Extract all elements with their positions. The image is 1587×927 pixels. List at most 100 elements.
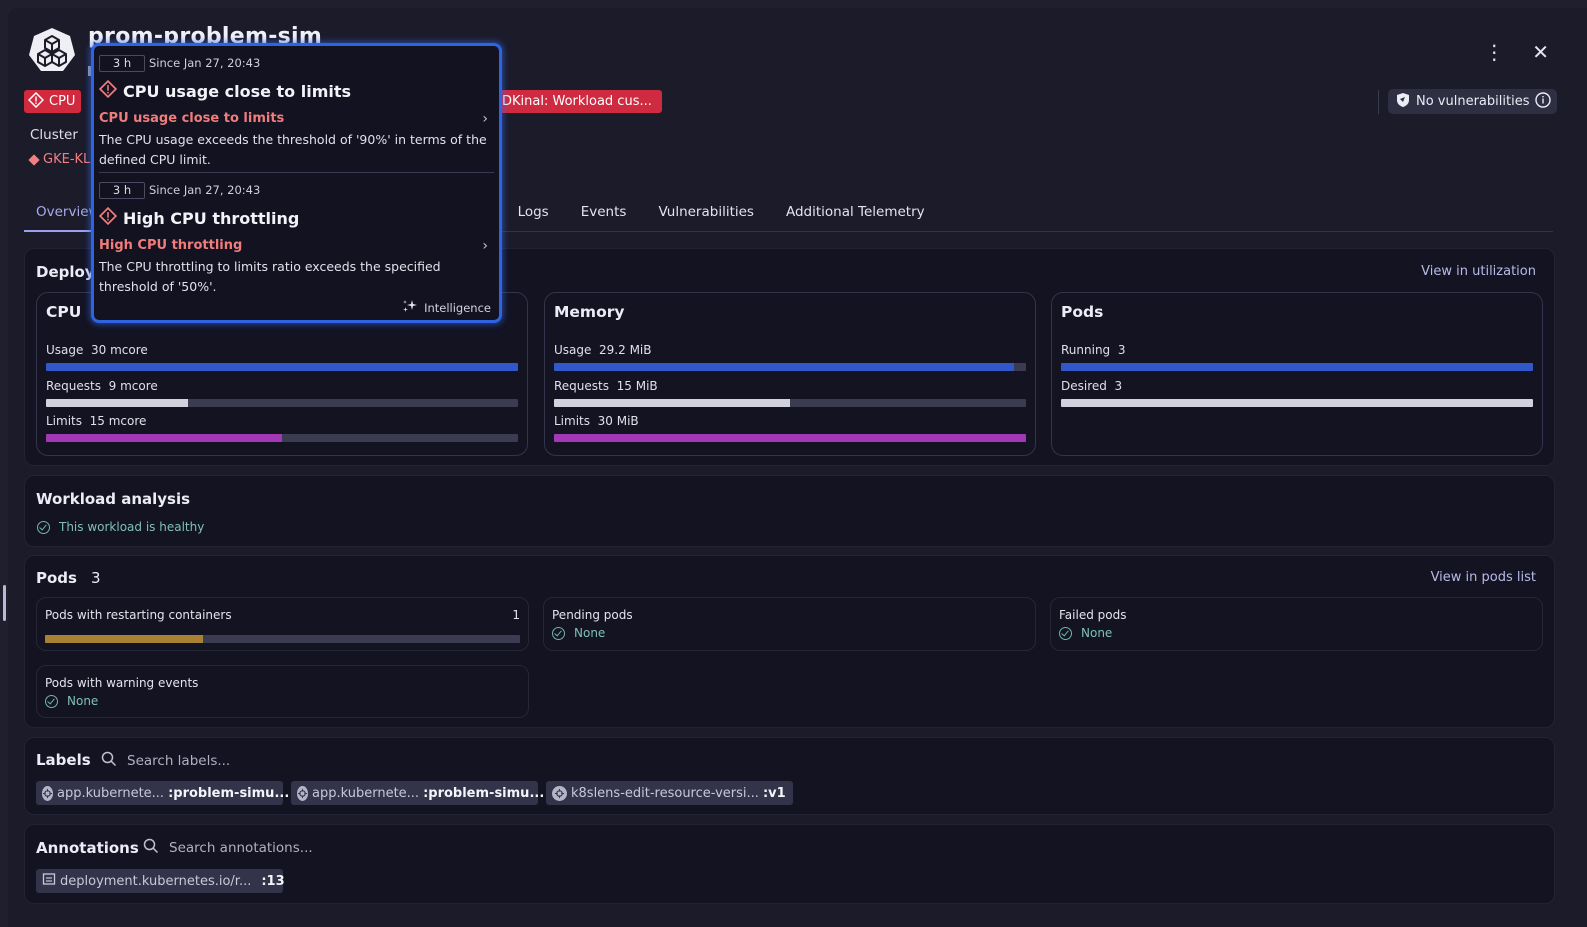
pending-pods-box: Pending pods None xyxy=(543,597,1036,651)
labels-search[interactable]: Search labels... xyxy=(101,751,230,771)
info-icon[interactable] xyxy=(1535,91,1552,112)
pods-card: Pods 3 View in pods list Pods with restar… xyxy=(24,555,1555,728)
cpu-limits-row: Limits 15 mcore xyxy=(46,414,518,442)
close-button[interactable]: ✕ xyxy=(1532,40,1549,64)
problem-item[interactable]: 3 h Since Jan 27, 20:43 CPU usage close t… xyxy=(98,52,494,170)
vulnerabilities-label: No vulnerabilities xyxy=(1416,94,1530,109)
workload-analysis-card: Workload analysis This workload is healt… xyxy=(24,475,1555,547)
kubernetes-icon xyxy=(552,785,567,801)
tab-overview[interactable]: Overview xyxy=(24,198,112,232)
check-circle-icon xyxy=(552,626,565,640)
subtitle-fragment xyxy=(88,66,92,76)
tab-bar: Overview Logs Events Vulnerabilities Add… xyxy=(24,198,1553,232)
tab-vulnerabilities[interactable]: Vulnerabilities xyxy=(658,204,754,220)
shield-icon xyxy=(1396,92,1410,112)
warning-diamond-icon xyxy=(27,91,45,112)
since-timestamp: Since Jan 27, 20:43 xyxy=(149,183,261,197)
problems-popover: 3 h Since Jan 27, 20:43 CPU usage close t… xyxy=(91,43,502,323)
workload-health-status: This workload is healthy xyxy=(37,520,204,534)
failed-status: None xyxy=(1059,626,1112,640)
memory-requests-row: Requests 15 MiB xyxy=(554,379,1026,407)
duration-badge: 3 h xyxy=(99,182,145,199)
warning-events-box: Pods with warning events None xyxy=(36,665,529,718)
annotations-search-placeholder: Search annotations... xyxy=(169,840,313,856)
cluster-link[interactable]: GKE-KL xyxy=(28,152,91,167)
cluster-name: GKE-KL xyxy=(43,152,91,167)
label-chip[interactable]: app.kubernete...:problem-simu... xyxy=(36,781,289,805)
sparkles-icon xyxy=(402,299,418,316)
vulnerabilities-status-chip[interactable]: No vulnerabilities xyxy=(1388,89,1558,114)
restarting-bar xyxy=(45,635,204,643)
problem-badge-cpu[interactable]: CPU xyxy=(24,90,82,113)
check-circle-icon xyxy=(1059,626,1072,640)
problem-description: The CPU usage exceeds the threshold of '… xyxy=(99,132,487,167)
cpu-usage-bar xyxy=(46,363,518,371)
problem-subtitle-link[interactable]: CPU usage close to limits xyxy=(99,111,285,126)
warning-diamond-icon xyxy=(98,206,118,229)
pending-status: None xyxy=(552,626,605,640)
problem-item[interactable]: 3 h Since Jan 27, 20:43 High CPU throttli… xyxy=(98,179,494,297)
label-chip[interactable]: app.kubernete...:problem-simu... xyxy=(291,781,544,805)
problem-description: The CPU throttling to limits ratio excee… xyxy=(99,259,441,294)
cpu-requests-bar xyxy=(46,399,188,407)
memory-requests-bar xyxy=(554,399,790,407)
tab-logs[interactable]: Logs xyxy=(517,204,549,220)
intelligence-footer: Intelligence xyxy=(402,299,491,316)
annotation-chip[interactable]: deployment.kubernetes.io/r...:13 xyxy=(36,869,285,893)
annotations-title: Annotations xyxy=(36,839,139,857)
check-circle-icon xyxy=(45,694,58,708)
problem-subtitle-link[interactable]: High CPU throttling xyxy=(99,238,243,253)
warning-diamond-icon xyxy=(98,79,118,102)
problem-title: High CPU throttling xyxy=(123,208,300,228)
view-in-utilization-link[interactable]: View in utilization xyxy=(1421,264,1536,279)
pods-title: Pods xyxy=(1061,303,1104,321)
resize-handle[interactable] xyxy=(3,585,6,621)
warning-status: None xyxy=(45,694,98,708)
since-timestamp: Since Jan 27, 20:43 xyxy=(149,56,261,70)
kubernetes-icon xyxy=(42,785,53,801)
memory-title: Memory xyxy=(554,303,625,321)
annotations-search[interactable]: Search annotations... xyxy=(143,838,313,858)
document-icon xyxy=(42,872,56,890)
memory-metric-box: Memory Usage 29.2 MiB Requests 15 MiB Li… xyxy=(544,292,1036,456)
problem-title: CPU usage close to limits xyxy=(123,81,352,101)
labels-title: Labels xyxy=(36,751,91,769)
memory-limits-row: Limits 30 MiB xyxy=(554,414,1026,442)
annotations-card: Annotations Search annotations... deploy… xyxy=(24,824,1555,904)
tab-events[interactable]: Events xyxy=(580,204,627,220)
memory-usage-row: Usage 29.2 MiB xyxy=(554,343,1026,371)
check-circle-icon xyxy=(37,520,50,534)
kubernetes-icon xyxy=(297,785,308,801)
duration-badge: 3 h xyxy=(99,55,145,72)
deployment-logo-icon xyxy=(28,27,76,75)
memory-limits-bar xyxy=(554,434,1026,442)
pods-running-bar xyxy=(1061,363,1533,371)
view-in-pods-list-link[interactable]: View in pods list xyxy=(1430,570,1536,585)
cpu-limits-bar xyxy=(46,434,282,442)
workload-analysis-title: Workload analysis xyxy=(36,490,191,508)
badge-label: CPU xyxy=(49,94,76,109)
pods-running-row: Running 3 xyxy=(1061,343,1533,371)
divider xyxy=(99,172,494,173)
restarting-count: 1 xyxy=(512,608,520,622)
pods-metric-box: Pods Running 3 Desired 3 xyxy=(1051,292,1543,456)
pods-desired-bar xyxy=(1061,399,1533,407)
tab-additional-telemetry[interactable]: Additional Telemetry xyxy=(785,204,925,220)
labels-search-placeholder: Search labels... xyxy=(127,753,231,769)
cpu-title: CPU xyxy=(46,303,82,321)
search-icon xyxy=(101,751,117,771)
cluster-diamond-icon xyxy=(28,153,40,166)
more-options-button[interactable]: ⋮ xyxy=(1484,40,1505,64)
pods-desired-row: Desired 3 xyxy=(1061,379,1533,407)
labels-card: Labels Search labels... app.kubernete...… xyxy=(24,737,1555,815)
chevron-right-icon: › xyxy=(482,111,488,127)
cpu-requests-row: Requests 9 mcore xyxy=(46,379,518,407)
label-chip[interactable]: k8slens-edit-resource-versi...:v1 xyxy=(546,781,793,805)
failed-pods-box: Failed pods None xyxy=(1050,597,1543,651)
restarting-pods-box[interactable]: Pods with restarting containers 1 xyxy=(36,597,529,651)
chevron-right-icon: › xyxy=(482,238,488,254)
pods-section-title: Pods 3 xyxy=(36,569,101,587)
cluster-label: Cluster xyxy=(30,127,78,143)
problem-badge-workload[interactable]: DKinal: Workload cus... xyxy=(496,90,662,113)
search-icon xyxy=(143,838,159,858)
